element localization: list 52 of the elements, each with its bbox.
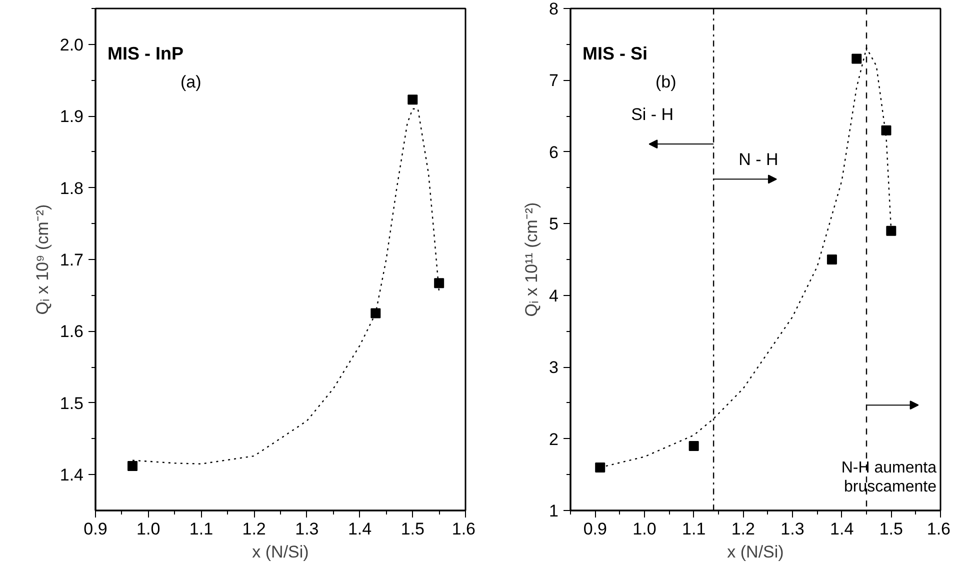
x-tick-label: 1.2 xyxy=(731,520,755,538)
point xyxy=(408,94,418,105)
y-axis-title: Qᵢ x 10⁹ (cm⁻²) xyxy=(32,204,52,315)
y-tick-label: 1.9 xyxy=(60,107,84,126)
x-tick-label: 1.3 xyxy=(780,520,804,538)
annotation: N-H aumenta bruscamente xyxy=(841,460,937,496)
y-tick-label: 2 xyxy=(549,430,559,449)
x-tick-label: 1.0 xyxy=(632,520,656,538)
y-tick-label: 8 xyxy=(549,0,559,18)
annotation: N - H xyxy=(738,150,778,170)
x-tick-label: 1.4 xyxy=(348,520,372,538)
x-tick-label: 0.9 xyxy=(84,520,108,538)
y-tick-label: 1.6 xyxy=(60,322,84,342)
point xyxy=(128,461,138,472)
x-tick-label: 1.5 xyxy=(400,520,424,538)
y-tick-label: 7 xyxy=(549,71,559,90)
x-tick-label: 1.0 xyxy=(136,520,160,538)
x-axis-title: x (N/Si) xyxy=(727,542,784,562)
point xyxy=(370,308,381,318)
y-tick-label: 3 xyxy=(549,358,559,378)
y-tick-label: 1 xyxy=(549,502,559,520)
x-tick-label: 1.2 xyxy=(242,520,266,538)
point xyxy=(852,54,862,64)
x-axis-title: x (N/Si) xyxy=(252,542,309,562)
text: MIS - Si xyxy=(582,44,648,64)
x-tick-label: 0.9 xyxy=(583,520,607,538)
y-tick-label: 5 xyxy=(549,214,559,234)
x-tick-label: 1.6 xyxy=(452,520,476,538)
y-tick-label: 2.0 xyxy=(60,35,84,54)
annotation: Si - H xyxy=(631,104,674,124)
x-tick-label: 1.4 xyxy=(830,520,854,538)
text: MIS - InP xyxy=(108,44,184,64)
point xyxy=(688,440,699,451)
y-tick-label: 6 xyxy=(549,142,559,162)
x-tick-label: 1.3 xyxy=(295,520,319,538)
point xyxy=(434,278,444,288)
point xyxy=(881,125,892,136)
y-tick-label: 4 xyxy=(549,286,559,306)
y-axis-title: Qᵢ x 10¹¹ (cm⁻²) xyxy=(522,202,542,317)
x-tick-label: 1.5 xyxy=(879,520,903,538)
x-tick-label: 1.1 xyxy=(189,520,214,538)
y-tick-label: 1.7 xyxy=(60,250,84,270)
x-tick-label: 1.1 xyxy=(682,520,706,538)
text: (b) xyxy=(656,72,676,92)
point xyxy=(826,254,837,264)
y-tick-label: 1.4 xyxy=(60,466,84,485)
y-tick-label: 1.8 xyxy=(60,178,84,198)
point xyxy=(886,226,896,236)
text: (a) xyxy=(180,72,202,92)
x-tick-label: 1.6 xyxy=(926,520,951,538)
point xyxy=(595,462,606,472)
y-tick-label: 1.5 xyxy=(60,394,84,413)
